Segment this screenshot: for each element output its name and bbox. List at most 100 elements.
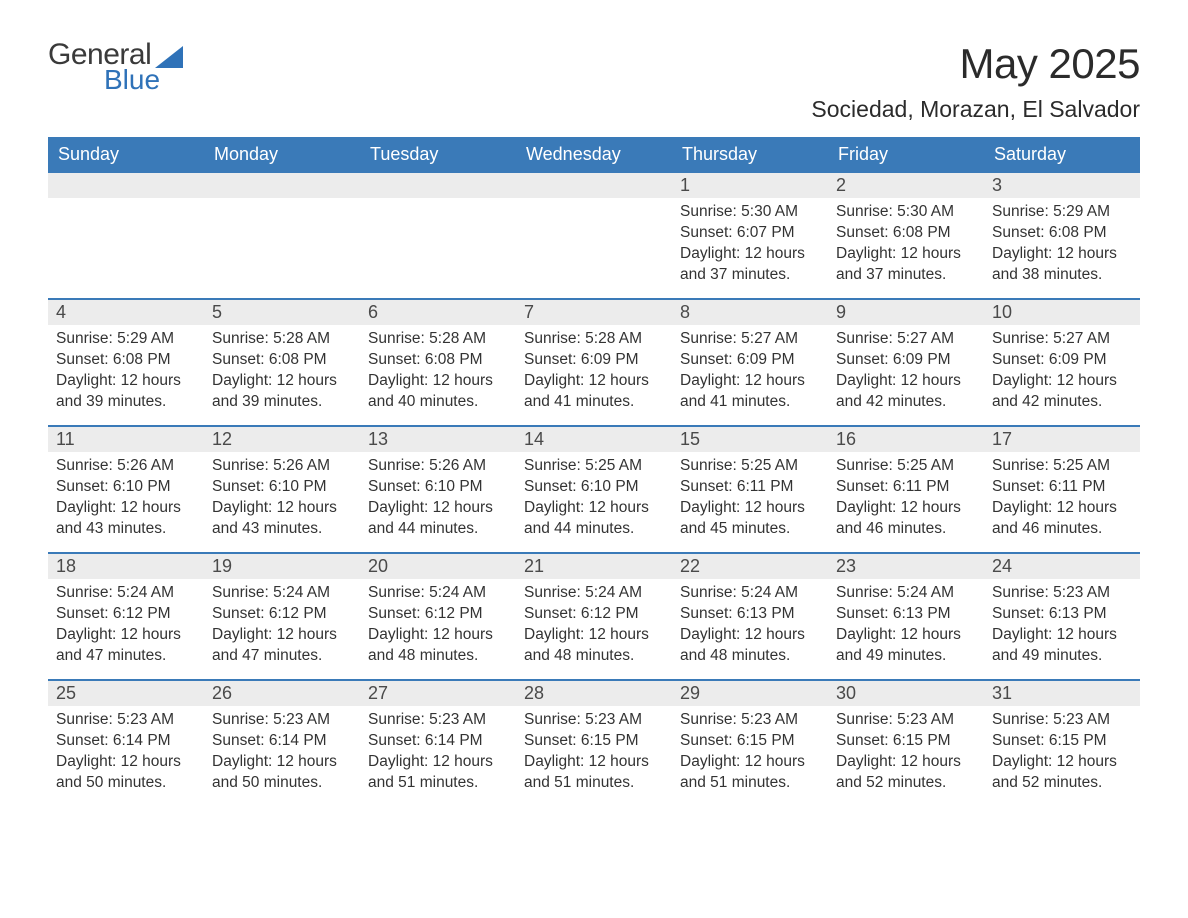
day-details: Sunrise: 5:27 AMSunset: 6:09 PMDaylight:… (828, 325, 984, 425)
sunrise-text: Sunrise: 5:29 AM (56, 329, 196, 350)
day-number: 9 (828, 300, 984, 325)
calendar-week: 18Sunrise: 5:24 AMSunset: 6:12 PMDayligh… (48, 552, 1140, 679)
sunset-text: Sunset: 6:15 PM (680, 731, 820, 752)
sunset-text: Sunset: 6:12 PM (368, 604, 508, 625)
day-details: Sunrise: 5:28 AMSunset: 6:08 PMDaylight:… (204, 325, 360, 425)
sunset-text: Sunset: 6:07 PM (680, 223, 820, 244)
daylight-text: Daylight: 12 hours and 51 minutes. (368, 752, 508, 794)
day-number: 13 (360, 427, 516, 452)
day-details (360, 198, 516, 298)
sunset-text: Sunset: 6:10 PM (56, 477, 196, 498)
daylight-text: Daylight: 12 hours and 50 minutes. (212, 752, 352, 794)
daylight-text: Daylight: 12 hours and 45 minutes. (680, 498, 820, 540)
calendar-day-cell: 29Sunrise: 5:23 AMSunset: 6:15 PMDayligh… (672, 681, 828, 806)
sunset-text: Sunset: 6:11 PM (680, 477, 820, 498)
day-details: Sunrise: 5:27 AMSunset: 6:09 PMDaylight:… (672, 325, 828, 425)
day-number: 27 (360, 681, 516, 706)
sunrise-text: Sunrise: 5:23 AM (524, 710, 664, 731)
sunrise-text: Sunrise: 5:24 AM (368, 583, 508, 604)
sunrise-text: Sunrise: 5:23 AM (836, 710, 976, 731)
header: General Blue May 2025 Sociedad, Morazan,… (48, 40, 1140, 123)
day-number: 15 (672, 427, 828, 452)
day-details: Sunrise: 5:23 AMSunset: 6:15 PMDaylight:… (984, 706, 1140, 806)
day-details: Sunrise: 5:23 AMSunset: 6:14 PMDaylight:… (48, 706, 204, 806)
day-details: Sunrise: 5:25 AMSunset: 6:11 PMDaylight:… (984, 452, 1140, 552)
calendar-day-cell: 2Sunrise: 5:30 AMSunset: 6:08 PMDaylight… (828, 173, 984, 298)
day-number: 23 (828, 554, 984, 579)
sunset-text: Sunset: 6:13 PM (992, 604, 1132, 625)
sunset-text: Sunset: 6:15 PM (836, 731, 976, 752)
calendar-day-cell (204, 173, 360, 298)
day-details: Sunrise: 5:25 AMSunset: 6:10 PMDaylight:… (516, 452, 672, 552)
weekday-header: Tuesday (360, 137, 516, 173)
sunrise-text: Sunrise: 5:23 AM (212, 710, 352, 731)
calendar-day-cell (48, 173, 204, 298)
weekday-header: Saturday (984, 137, 1140, 173)
day-details: Sunrise: 5:23 AMSunset: 6:15 PMDaylight:… (516, 706, 672, 806)
sunset-text: Sunset: 6:14 PM (56, 731, 196, 752)
sunset-text: Sunset: 6:10 PM (368, 477, 508, 498)
day-number: 2 (828, 173, 984, 198)
day-details: Sunrise: 5:25 AMSunset: 6:11 PMDaylight:… (672, 452, 828, 552)
calendar-day-cell: 11Sunrise: 5:26 AMSunset: 6:10 PMDayligh… (48, 427, 204, 552)
sunrise-text: Sunrise: 5:25 AM (836, 456, 976, 477)
daylight-text: Daylight: 12 hours and 51 minutes. (680, 752, 820, 794)
calendar-week: 25Sunrise: 5:23 AMSunset: 6:14 PMDayligh… (48, 679, 1140, 806)
calendar-day-cell: 15Sunrise: 5:25 AMSunset: 6:11 PMDayligh… (672, 427, 828, 552)
brand-text: General Blue (48, 40, 183, 94)
sunset-text: Sunset: 6:08 PM (212, 350, 352, 371)
day-details: Sunrise: 5:28 AMSunset: 6:09 PMDaylight:… (516, 325, 672, 425)
day-number: 19 (204, 554, 360, 579)
weekday-header: Wednesday (516, 137, 672, 173)
sunset-text: Sunset: 6:13 PM (680, 604, 820, 625)
title-block: May 2025 Sociedad, Morazan, El Salvador (811, 40, 1140, 123)
daylight-text: Daylight: 12 hours and 49 minutes. (992, 625, 1132, 667)
daylight-text: Daylight: 12 hours and 47 minutes. (212, 625, 352, 667)
daylight-text: Daylight: 12 hours and 46 minutes. (836, 498, 976, 540)
calendar-day-cell (360, 173, 516, 298)
sunset-text: Sunset: 6:08 PM (56, 350, 196, 371)
calendar: Sunday Monday Tuesday Wednesday Thursday… (48, 137, 1140, 806)
sunrise-text: Sunrise: 5:25 AM (680, 456, 820, 477)
sunset-text: Sunset: 6:14 PM (368, 731, 508, 752)
sunrise-text: Sunrise: 5:23 AM (992, 710, 1132, 731)
sunset-text: Sunset: 6:11 PM (992, 477, 1132, 498)
daylight-text: Daylight: 12 hours and 42 minutes. (992, 371, 1132, 413)
sunrise-text: Sunrise: 5:29 AM (992, 202, 1132, 223)
calendar-day-cell: 5Sunrise: 5:28 AMSunset: 6:08 PMDaylight… (204, 300, 360, 425)
day-details: Sunrise: 5:24 AMSunset: 6:12 PMDaylight:… (516, 579, 672, 679)
calendar-day-cell: 27Sunrise: 5:23 AMSunset: 6:14 PMDayligh… (360, 681, 516, 806)
calendar-day-cell: 9Sunrise: 5:27 AMSunset: 6:09 PMDaylight… (828, 300, 984, 425)
day-number: 20 (360, 554, 516, 579)
calendar-day-cell: 4Sunrise: 5:29 AMSunset: 6:08 PMDaylight… (48, 300, 204, 425)
weekday-header: Sunday (48, 137, 204, 173)
day-number: 18 (48, 554, 204, 579)
daylight-text: Daylight: 12 hours and 44 minutes. (368, 498, 508, 540)
calendar-day-cell: 16Sunrise: 5:25 AMSunset: 6:11 PMDayligh… (828, 427, 984, 552)
day-details: Sunrise: 5:23 AMSunset: 6:14 PMDaylight:… (360, 706, 516, 806)
calendar-day-cell: 26Sunrise: 5:23 AMSunset: 6:14 PMDayligh… (204, 681, 360, 806)
day-number: 10 (984, 300, 1140, 325)
calendar-day-cell: 3Sunrise: 5:29 AMSunset: 6:08 PMDaylight… (984, 173, 1140, 298)
sunrise-text: Sunrise: 5:27 AM (992, 329, 1132, 350)
sunrise-text: Sunrise: 5:28 AM (368, 329, 508, 350)
sunset-text: Sunset: 6:09 PM (680, 350, 820, 371)
day-number: 28 (516, 681, 672, 706)
calendar-day-cell: 6Sunrise: 5:28 AMSunset: 6:08 PMDaylight… (360, 300, 516, 425)
daylight-text: Daylight: 12 hours and 44 minutes. (524, 498, 664, 540)
day-number: 17 (984, 427, 1140, 452)
day-details: Sunrise: 5:23 AMSunset: 6:15 PMDaylight:… (672, 706, 828, 806)
daylight-text: Daylight: 12 hours and 43 minutes. (212, 498, 352, 540)
day-details: Sunrise: 5:26 AMSunset: 6:10 PMDaylight:… (204, 452, 360, 552)
daylight-text: Daylight: 12 hours and 47 minutes. (56, 625, 196, 667)
calendar-day-cell: 13Sunrise: 5:26 AMSunset: 6:10 PMDayligh… (360, 427, 516, 552)
calendar-day-cell: 14Sunrise: 5:25 AMSunset: 6:10 PMDayligh… (516, 427, 672, 552)
sunrise-text: Sunrise: 5:26 AM (212, 456, 352, 477)
day-details: Sunrise: 5:29 AMSunset: 6:08 PMDaylight:… (48, 325, 204, 425)
sunrise-text: Sunrise: 5:26 AM (56, 456, 196, 477)
sunrise-text: Sunrise: 5:28 AM (524, 329, 664, 350)
day-number (360, 173, 516, 198)
daylight-text: Daylight: 12 hours and 41 minutes. (680, 371, 820, 413)
sunrise-text: Sunrise: 5:23 AM (368, 710, 508, 731)
day-details: Sunrise: 5:27 AMSunset: 6:09 PMDaylight:… (984, 325, 1140, 425)
